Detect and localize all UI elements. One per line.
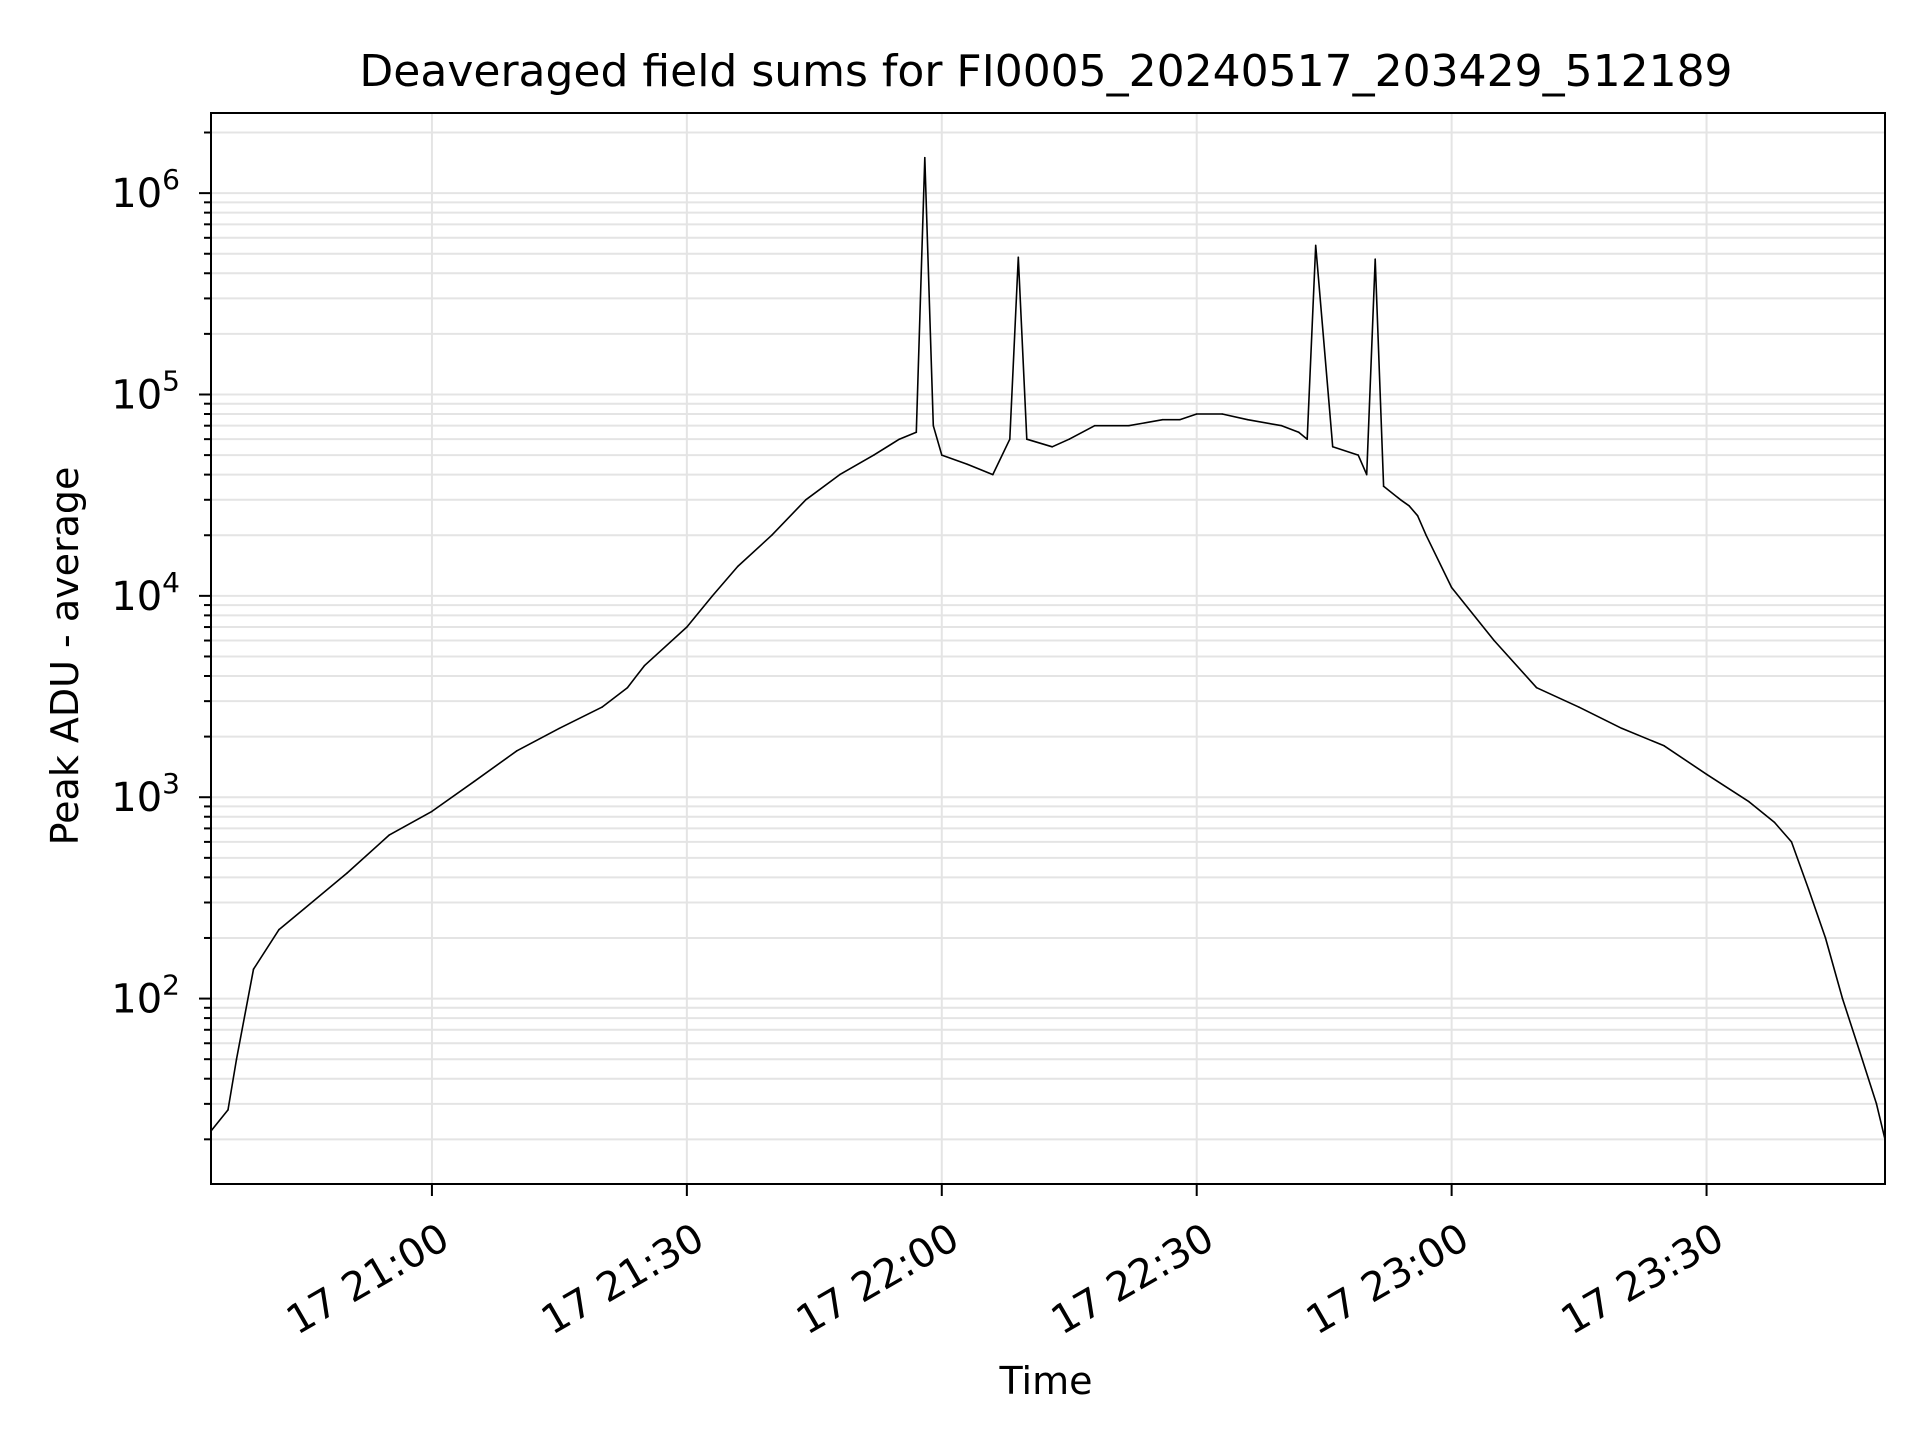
data-point bbox=[235, 1058, 238, 1060]
data-point bbox=[1280, 424, 1283, 427]
plot-area bbox=[210, 156, 1886, 1141]
y-tick-label: 103 bbox=[111, 767, 180, 821]
data-point bbox=[737, 565, 739, 568]
data-point bbox=[278, 928, 280, 931]
grid-lines bbox=[211, 113, 1885, 1184]
data-point bbox=[1535, 686, 1538, 689]
y-tick-label: 102 bbox=[111, 969, 180, 1023]
data-point bbox=[898, 438, 901, 441]
data-point bbox=[516, 750, 518, 752]
data-point bbox=[601, 706, 603, 708]
series-line bbox=[210, 156, 1886, 1140]
data-point bbox=[1858, 1050, 1861, 1052]
data-point bbox=[873, 454, 875, 456]
data-point bbox=[1127, 424, 1130, 427]
data-point bbox=[1357, 454, 1359, 456]
data-point bbox=[1663, 745, 1665, 747]
y-tick-label: 105 bbox=[111, 364, 180, 418]
data-point bbox=[1408, 505, 1410, 507]
data-point bbox=[1051, 446, 1053, 448]
chart-title: Deaveraged field sums for FI0005_2024051… bbox=[359, 46, 1732, 97]
data-point bbox=[1246, 418, 1249, 421]
data-point bbox=[924, 156, 926, 159]
data-point bbox=[1195, 413, 1198, 415]
data-point bbox=[771, 534, 773, 536]
data-point bbox=[1382, 485, 1385, 488]
data-point bbox=[1009, 438, 1011, 441]
y-tick-label: 106 bbox=[111, 163, 180, 217]
data-point bbox=[1425, 534, 1427, 536]
data-point bbox=[558, 727, 561, 730]
axes-frame bbox=[210, 112, 1886, 1185]
data-point bbox=[839, 473, 841, 476]
data-point bbox=[1221, 413, 1223, 415]
data-point bbox=[1026, 438, 1028, 441]
data-point bbox=[1093, 424, 1096, 427]
data-point bbox=[1068, 438, 1070, 441]
data-point bbox=[1875, 1103, 1878, 1105]
y-axis-label: Peak ADU - average bbox=[43, 467, 87, 846]
data-point bbox=[1578, 706, 1580, 708]
data-point bbox=[252, 968, 255, 970]
data-point bbox=[711, 595, 714, 597]
data-point bbox=[1399, 499, 1402, 501]
data-point bbox=[1450, 586, 1453, 589]
data-point bbox=[1161, 418, 1164, 421]
data-point bbox=[1807, 888, 1810, 890]
data-point bbox=[1748, 800, 1750, 803]
data-point bbox=[1331, 446, 1334, 448]
data-point bbox=[1416, 514, 1419, 517]
data-point bbox=[1306, 438, 1308, 441]
data-point bbox=[1824, 937, 1827, 939]
data-point bbox=[388, 834, 391, 836]
data-point bbox=[1620, 727, 1623, 730]
data-point bbox=[1314, 244, 1317, 247]
data-point bbox=[346, 872, 348, 874]
data-point bbox=[643, 664, 646, 667]
data-point bbox=[686, 626, 688, 628]
data-point bbox=[1705, 773, 1708, 776]
data-point bbox=[1790, 841, 1793, 843]
data-point bbox=[932, 424, 935, 427]
data-point bbox=[1297, 431, 1300, 434]
data-point bbox=[1374, 258, 1376, 261]
data-point bbox=[1365, 473, 1368, 476]
x-axis-label: Time bbox=[999, 1359, 1093, 1403]
data-point bbox=[1841, 997, 1844, 1000]
data-point bbox=[966, 463, 969, 466]
data-point bbox=[473, 780, 476, 783]
data-point bbox=[992, 473, 994, 476]
data-point bbox=[1017, 256, 1020, 259]
data-point bbox=[303, 907, 306, 910]
data-point bbox=[805, 499, 807, 501]
data-point bbox=[941, 454, 943, 456]
y-tick-label: 104 bbox=[111, 566, 180, 620]
data-point bbox=[1493, 639, 1495, 642]
data-point bbox=[915, 431, 918, 434]
data-point bbox=[227, 1109, 229, 1111]
data-point bbox=[626, 686, 629, 689]
data-point bbox=[1773, 821, 1776, 824]
data-point bbox=[431, 810, 433, 813]
data-point bbox=[1178, 418, 1181, 421]
